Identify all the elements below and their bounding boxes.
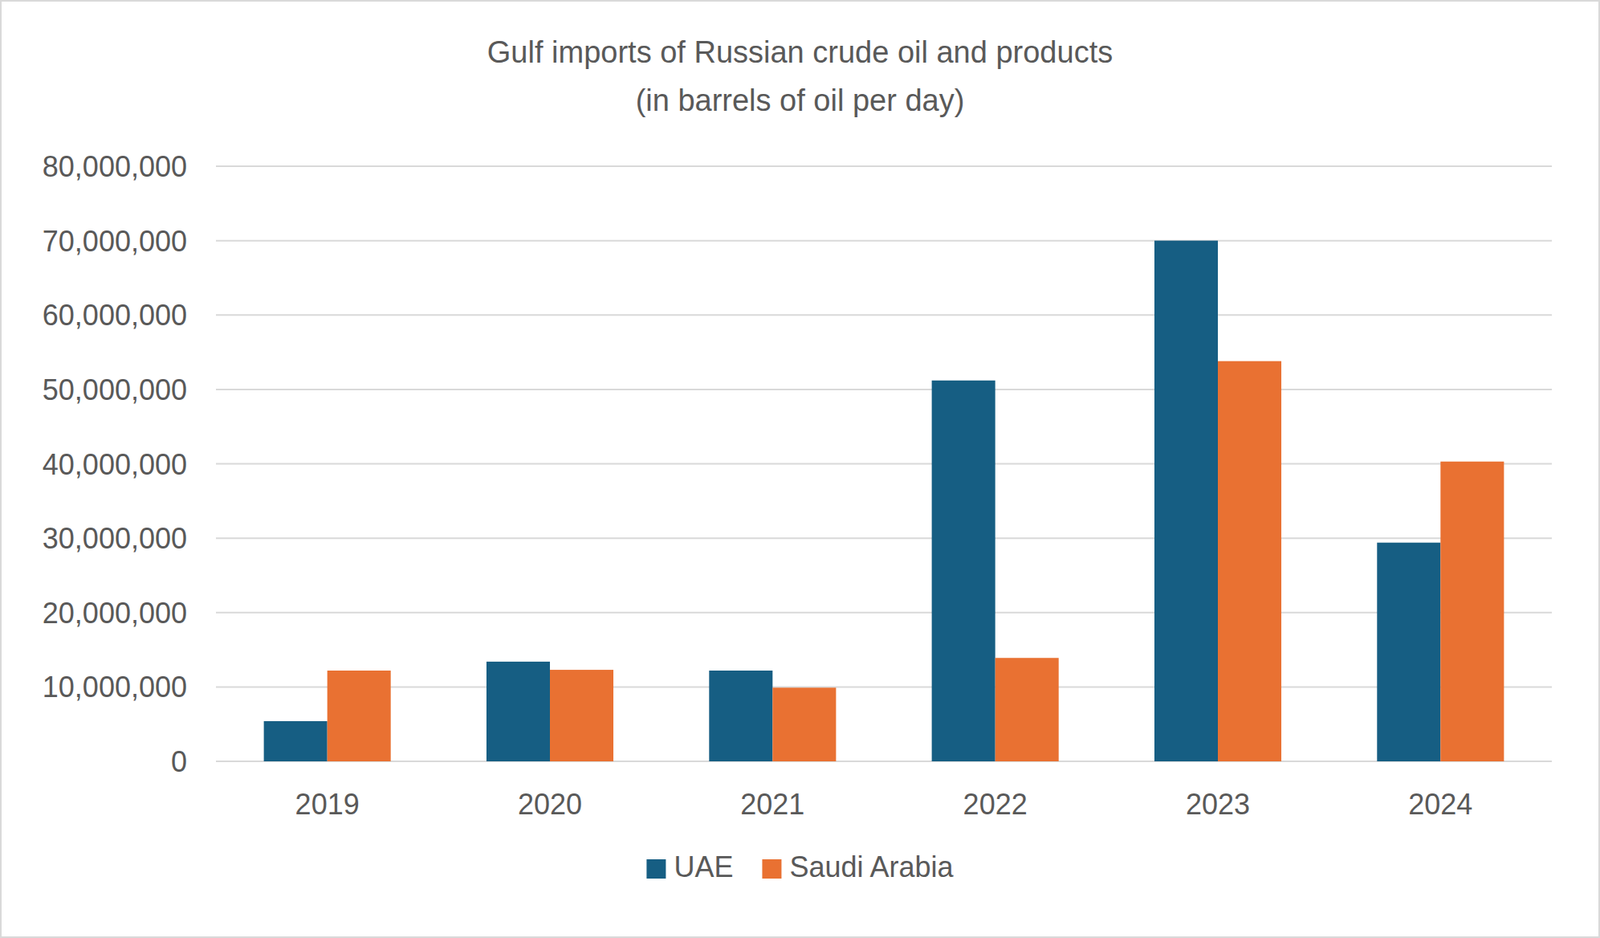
legend: UAE Saudi Arabia: [646, 850, 954, 884]
y-tick-label: 40,000,000: [42, 447, 188, 481]
bar: [264, 720, 328, 762]
legend-label: UAE: [673, 850, 733, 884]
bar: [1440, 461, 1504, 762]
title: Gulf imports of Russian crude oil and pr…: [487, 35, 1113, 70]
chart: Gulf imports of Russian crude oil and pr…: [0, 0, 1600, 938]
bar: [772, 687, 836, 762]
x-tick-label: 2020: [517, 787, 583, 821]
x-axis-line: [215, 760, 1552, 762]
grid-line: [215, 760, 1552, 762]
bar: [1217, 361, 1282, 762]
legend-label: Saudi Arabia: [789, 850, 954, 884]
y-tick-label: 60,000,000: [42, 298, 188, 332]
chart-border: [0, 0, 1600, 937]
grid-line: [215, 611, 1552, 614]
y-tick-label: 80,000,000: [42, 150, 188, 184]
x-tick-label: 2021: [740, 787, 805, 821]
grid-line: [215, 388, 1552, 391]
y-tick-label: 70,000,000: [42, 224, 188, 258]
bar: [995, 657, 1059, 762]
bar: [708, 670, 773, 762]
x-tick-label: 2019: [295, 787, 360, 821]
grid-line: [215, 240, 1552, 242]
grid-line: [215, 165, 1552, 167]
legend-swatch: [646, 859, 666, 879]
subtitle: (in barrels of oil per day): [635, 83, 965, 118]
y-tick-label: 10,000,000: [42, 670, 188, 704]
bar: [486, 661, 550, 762]
y-tick-label: 20,000,000: [42, 596, 188, 630]
y-tick-label: 0: [170, 745, 188, 778]
y-tick-label: 30,000,000: [42, 521, 188, 555]
bar: [327, 670, 391, 762]
bar: [932, 380, 996, 762]
bar: [1376, 542, 1441, 762]
y-tick-label: 50,000,000: [42, 373, 188, 407]
grid-line: [215, 313, 1552, 316]
bar: [1154, 240, 1218, 762]
legend-swatch: [761, 859, 782, 879]
bars: [264, 240, 1505, 762]
x-tick-label: 2023: [1185, 787, 1250, 821]
bar: [549, 669, 614, 762]
grid-line: [215, 537, 1552, 539]
grid-line: [215, 463, 1552, 465]
x-tick-label: 2022: [963, 787, 1028, 821]
grid-line: [215, 685, 1552, 688]
x-tick-label: 2024: [1408, 787, 1473, 821]
y-axis-line: [215, 166, 217, 762]
